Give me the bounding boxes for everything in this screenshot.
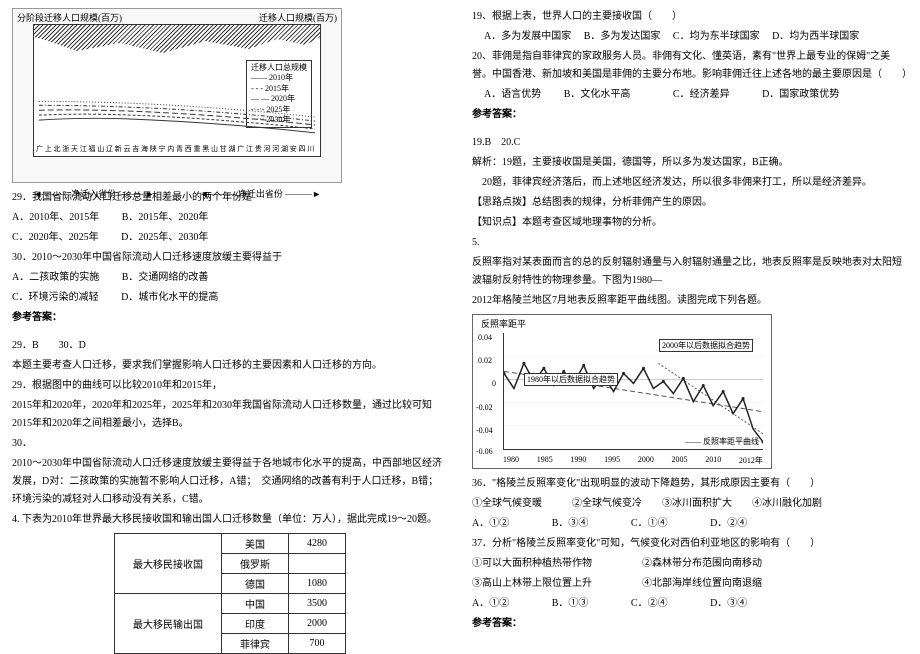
q29-optC: C．2020年、2025年 bbox=[12, 232, 99, 243]
q19-A: A．多为发展中国家 bbox=[484, 31, 571, 42]
exp1: 本题主要考查人口迁移，要求我们掌握影响人口迁移的主要因素和人口迁移的方向。 bbox=[12, 357, 448, 375]
q19-stem: 19、根据上表，世界人口的主要接收国（ ） bbox=[472, 8, 908, 26]
r-exp4: 【知识点】本题考查区域地理事物的分析。 bbox=[472, 214, 908, 232]
exp2: 29．根据图中的曲线可以比较2010年和2015年， bbox=[12, 377, 448, 395]
answer-header-r: 参考答案： bbox=[472, 106, 908, 124]
trend-label-2: 1980年以后数据拟合趋势 bbox=[524, 373, 618, 386]
q29-optB: B．2015年、2020年 bbox=[122, 212, 209, 223]
r-exp3: 【思路点拨】总结图表的规律，分析菲佣产生的原因。 bbox=[472, 194, 908, 212]
exp5: 2010～2030年中国省际流动人口迁移速度放缓主要得益于各地城市化水平的提高，… bbox=[12, 455, 448, 509]
answer-line-r: 19.B 20.C bbox=[472, 134, 908, 152]
q20-stem: 20、菲佣是指自菲律宾的家政服务人员。非佣有文化、懂英语，素有"世界上最专业的保… bbox=[472, 48, 908, 84]
q19-C: C．均为东半球国家 bbox=[673, 31, 760, 42]
q36-A: A．①② bbox=[472, 518, 509, 529]
q30-optC: C．环境污染的减轻 bbox=[12, 292, 99, 303]
province-labels: 广 上 北 浙 天 江 福 山 辽 新 云 吉 海 陕 宁 内 青 西 重 黑 … bbox=[36, 144, 318, 154]
q19-B: B．多为发达国家 bbox=[584, 31, 661, 42]
q30-optB: B．交通网络的改善 bbox=[122, 272, 209, 283]
chart2-legend: —— 反照率距平曲线 bbox=[685, 436, 759, 447]
q37-stem: 37．分析"格陵兰反照率变化"可知，气候变化对西伯利亚地区的影响有（ ） bbox=[472, 535, 908, 553]
q20-D: D．国家政策优势 bbox=[762, 89, 839, 100]
q20-A: A．语言优势 bbox=[484, 89, 541, 100]
q30-optA: A．二孩政策的实施 bbox=[12, 272, 99, 283]
q20-C: C．经济差异 bbox=[673, 89, 730, 100]
migration-table: 最大移民接收国美国4280 俄罗斯 德国1080 最大移民输出国中国3500 印… bbox=[114, 533, 346, 654]
q20-B: B．文化水平高 bbox=[564, 89, 631, 100]
chart-lines bbox=[34, 25, 320, 156]
q36-C: C．①④ bbox=[631, 518, 668, 529]
q5-num: 5. bbox=[472, 234, 908, 252]
q36-opts: ①全球气候变暖 ②全球气候变冷 ③冰川面积扩大 ④冰川融化加剧 bbox=[472, 495, 908, 513]
q30-stem: 30．2010～2030年中国省际流动人口迁移速度放缓主要得益于 bbox=[12, 249, 448, 267]
q37-C: C．②④ bbox=[631, 598, 668, 609]
q37-opt2: ③高山上林带上限位置上升 ④北部海岸线位置向南退缩 bbox=[472, 575, 908, 593]
albedo-chart: 反照率距平 0.04 0.02 0 -0.02 -0.04 -0.06 2000… bbox=[472, 314, 772, 469]
q37-B: B．①③ bbox=[552, 598, 589, 609]
q29-optD: D．2025年、2030年 bbox=[121, 232, 208, 243]
answer-header: 参考答案： bbox=[12, 309, 448, 327]
q5-stem2: 2012年格陵兰地区7月地表反照率距平曲线图。读图完成下列各题。 bbox=[472, 292, 908, 310]
q5-stem1: 反照率指对某表面而言的总的反射辐射通量与入射辐射通量之比，地表反照率是反映地表对… bbox=[472, 254, 908, 290]
q37-opt1: ①可以大面积种植热带作物 ②森林带分布范围向南移动 bbox=[472, 555, 908, 573]
q37-D: D．③④ bbox=[710, 598, 747, 609]
r-exp2: 20题，菲律宾经济落后，而上述地区经济发达，所以很多非佣来打工，所以是经济差异。 bbox=[472, 174, 908, 192]
q29-optA: A．2010年、2015年 bbox=[12, 212, 99, 223]
r-exp1: 解析：19题，主要接收国是美国，德国等，所以多为发达国家，B正确。 bbox=[472, 154, 908, 172]
q37-A: A．①② bbox=[472, 598, 509, 609]
answer-header-r2: 参考答案： bbox=[472, 615, 908, 633]
exp4: 30． bbox=[12, 435, 448, 453]
chart-title-left: 分阶段迁移人口规模(百万) bbox=[17, 11, 122, 24]
q30-optD: D．城市化水平的提高 bbox=[121, 292, 218, 303]
chart2-ylabel: 反照率距平 bbox=[481, 317, 526, 330]
chart-title-right: 迁移人口规模(百万) bbox=[259, 11, 337, 24]
q36-stem: 36．"格陵兰反照率变化"出现明显的波动下降趋势，其形成原因主要有（ ） bbox=[472, 475, 908, 493]
q36-D: D．②④ bbox=[710, 518, 747, 529]
q4-stem: 4. 下表为2010年世界最大移民接收国和输出国人口迁移数量（单位：万人），据此… bbox=[12, 511, 448, 529]
exp3: 2015年和2020年，2020年和2025年，2025年和2030年我国省际流… bbox=[12, 397, 448, 433]
q19-D: D．均为西半球国家 bbox=[772, 31, 859, 42]
arrow-in: ◄——— 净迁入省份 ———► bbox=[33, 187, 154, 200]
q36-B: B．③④ bbox=[552, 518, 589, 529]
answer-line: 29．B 30．D bbox=[12, 337, 448, 355]
trend-label-1: 2000年以后数据拟合趋势 bbox=[659, 339, 753, 352]
migration-chart: 分阶段迁移人口规模(百万) 迁移人口规模(百万) 迁移人口总规模 —— 2010… bbox=[12, 8, 342, 183]
arrow-out: ◄——— 净迁出省份 ———► bbox=[200, 187, 321, 200]
